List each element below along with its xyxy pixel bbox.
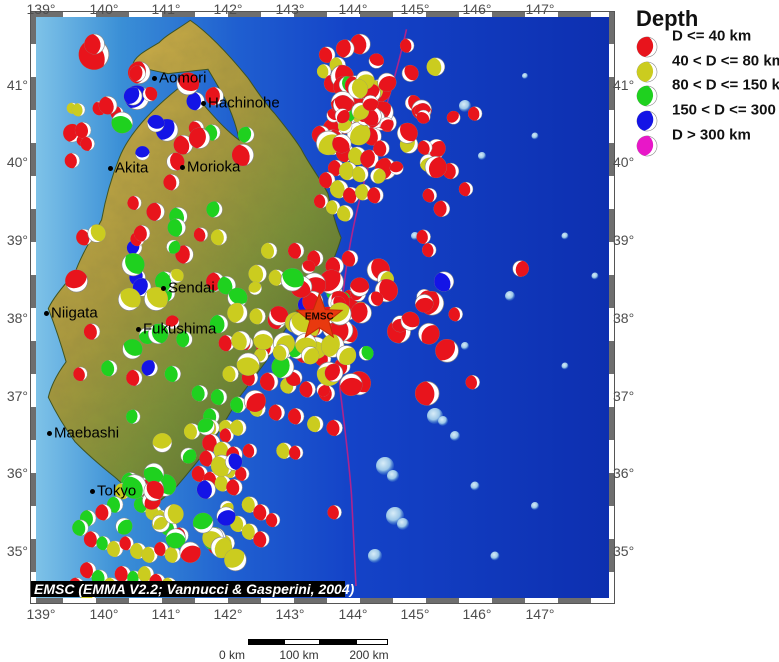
svg-text:EMSC: EMSC xyxy=(305,312,334,323)
